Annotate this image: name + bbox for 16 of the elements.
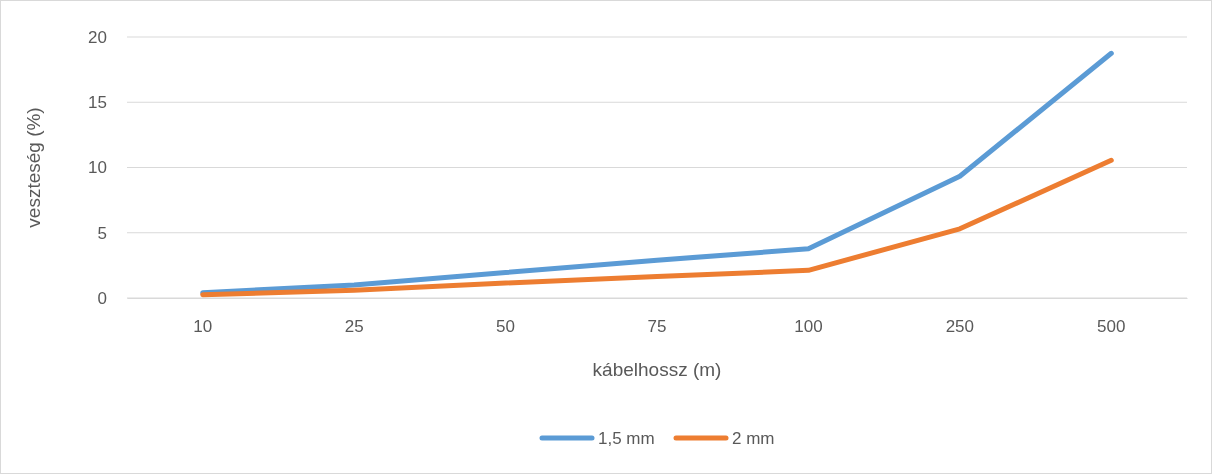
x-tick-label: 100 (794, 317, 823, 337)
x-tick-label: 25 (344, 317, 364, 337)
x-tick-label: 10 (193, 317, 213, 337)
y-tick-label: 5 (97, 223, 107, 243)
x-tick-label: 500 (1097, 317, 1126, 337)
x-tick-label: 250 (945, 317, 975, 337)
x-tick-label: 75 (647, 317, 667, 337)
y-axis-title: veszteség (%) (23, 107, 44, 228)
y-tick-label: 15 (88, 93, 107, 113)
y-tick-label: 10 (88, 158, 107, 178)
x-axis-title: kábelhossz (m) (592, 359, 722, 380)
legend-label: 1,5 mm (598, 429, 655, 448)
y-tick-label: 0 (97, 288, 107, 308)
legend-label: 2 mm (732, 429, 775, 448)
x-tick-label: 50 (496, 317, 516, 337)
y-tick-label: 20 (88, 27, 107, 47)
